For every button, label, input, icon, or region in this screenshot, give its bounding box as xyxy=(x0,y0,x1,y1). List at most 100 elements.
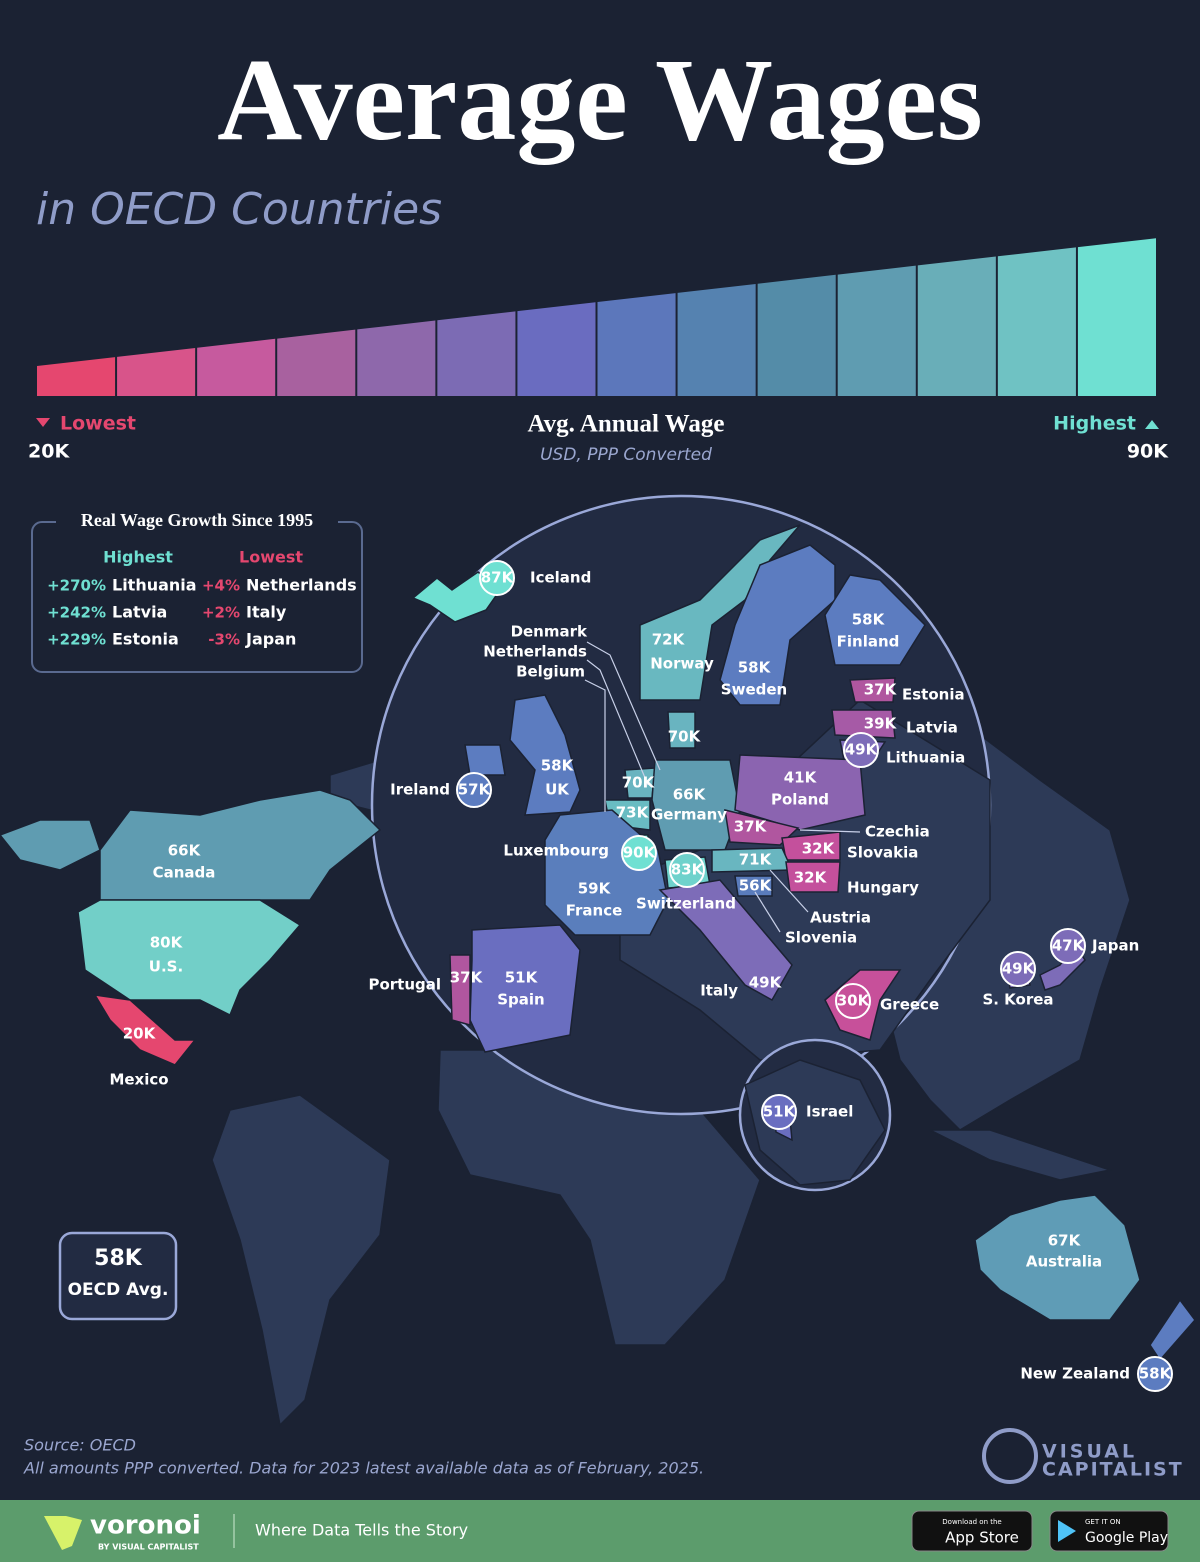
growth-legend: Real Wage Growth Since 1995 Highest Lowe… xyxy=(31,510,363,673)
country-name: Ireland xyxy=(390,781,450,799)
value-bubble xyxy=(1137,1356,1173,1392)
value-bubble xyxy=(1050,928,1086,964)
country-shape xyxy=(719,544,836,706)
growth-country: Estonia xyxy=(112,630,179,649)
country-value: 73K xyxy=(616,804,650,822)
country-value: 37K xyxy=(864,681,898,699)
country-shape xyxy=(849,677,896,703)
country-shape xyxy=(734,875,773,897)
low-value: 20K xyxy=(28,441,70,463)
country-shape xyxy=(734,754,866,831)
country-name: Hungary xyxy=(847,879,919,897)
google-play-small: GET IT ON xyxy=(1085,1518,1121,1526)
country-name: Sweden xyxy=(721,681,787,699)
country-shape xyxy=(93,994,197,1066)
leader-line xyxy=(799,829,861,833)
legend-heading: Highest xyxy=(103,548,173,567)
google-play-button[interactable] xyxy=(1049,1510,1169,1552)
country-shape xyxy=(464,744,506,776)
leader-line xyxy=(769,869,809,913)
country-name: Germany xyxy=(651,806,727,824)
country-name: Slovakia xyxy=(847,844,918,862)
country-name: U.S. xyxy=(149,958,183,976)
footer-logo: voronoi xyxy=(90,1511,201,1541)
country-value: 66K xyxy=(168,842,202,860)
country-shape xyxy=(831,709,896,739)
country-value: 39K xyxy=(864,715,898,733)
scale-title: Avg. Annual Wage xyxy=(527,411,724,438)
scale-segment xyxy=(677,283,756,396)
country-name: Austria xyxy=(810,909,871,927)
scale-segment xyxy=(757,274,836,396)
country-shape xyxy=(974,1194,1141,1321)
country-name: Lithuania xyxy=(886,749,965,767)
country-shape xyxy=(724,809,800,846)
country-name: France xyxy=(566,902,623,920)
country-name: New Zealand xyxy=(1020,1365,1130,1383)
country-value: 51K xyxy=(763,1103,797,1121)
country-name: Switzerland xyxy=(636,895,736,913)
country-name: Greece xyxy=(880,996,939,1014)
value-bubble xyxy=(1000,951,1036,987)
land xyxy=(211,1094,391,1427)
leader-lines xyxy=(584,641,861,933)
country-value: 32K xyxy=(802,840,836,858)
high-label: Highest xyxy=(1053,413,1136,435)
footer-logo-sub: BY VISUAL CAPITALIST xyxy=(98,1543,199,1552)
country-name: Mexico xyxy=(109,1071,168,1089)
app-store-label: App Store xyxy=(945,1529,1019,1547)
country-name: Poland xyxy=(771,791,829,809)
up-arrow xyxy=(1145,420,1159,429)
country-name: Italy xyxy=(700,982,738,1000)
country-shape xyxy=(77,899,302,1017)
country-name: Portugal xyxy=(368,976,441,994)
growth-country: Japan xyxy=(245,630,296,649)
country-value: 90K xyxy=(623,844,657,862)
scale-segment xyxy=(1077,238,1156,396)
scale-segment xyxy=(597,293,676,396)
growth-value: +2% xyxy=(202,604,240,622)
country-value: 71K xyxy=(739,851,773,869)
country-shape xyxy=(658,879,793,1002)
country-value: 51K xyxy=(505,969,539,987)
country-shape xyxy=(449,954,471,1026)
app-store-button[interactable] xyxy=(911,1510,1033,1552)
voronoi-mark xyxy=(44,1516,82,1550)
play-icon xyxy=(1058,1520,1076,1542)
country-value: 49K xyxy=(845,741,879,759)
country-value: 66K xyxy=(673,786,707,804)
country-value: 80K xyxy=(150,934,184,952)
country-name: Israel xyxy=(806,1103,853,1121)
country-value: 30K xyxy=(837,992,871,1010)
country-shape xyxy=(509,694,581,816)
country-name: Norway xyxy=(650,655,714,673)
color-scale xyxy=(37,238,1156,396)
country-name: Belgium xyxy=(516,663,585,681)
country-value: 47K xyxy=(1052,937,1086,955)
legend-title-bg xyxy=(56,510,338,534)
brand-line: VISUAL xyxy=(1042,1441,1137,1463)
country-shape xyxy=(469,924,581,1053)
scale-segment xyxy=(277,329,356,396)
scale-segment xyxy=(437,311,516,396)
country-value: 58K xyxy=(1139,1365,1173,1383)
country-value: 32K xyxy=(794,869,828,887)
value-bubble xyxy=(669,852,705,888)
value-bubble xyxy=(456,772,492,808)
land xyxy=(744,1059,886,1186)
country-name: Iceland xyxy=(530,569,591,587)
title: Average Wages xyxy=(217,34,983,165)
scale-segment xyxy=(37,357,116,396)
legend-title: Real Wage Growth Since 1995 xyxy=(81,510,313,530)
scale-segment xyxy=(197,338,276,396)
low-label: Lowest xyxy=(60,413,136,435)
country-name: Slovenia xyxy=(785,929,857,947)
logo-mark xyxy=(982,1428,1038,1484)
growth-country: Italy xyxy=(246,603,287,622)
growth-value: +242% xyxy=(47,604,106,622)
country-value: 49K xyxy=(749,974,783,992)
subtitle: in OECD Countries xyxy=(36,184,442,235)
country-labels: 87K Iceland 72K Norway 58K Sweden 58K Finland 37… xyxy=(109,560,1173,1392)
value-bubble xyxy=(621,835,657,871)
